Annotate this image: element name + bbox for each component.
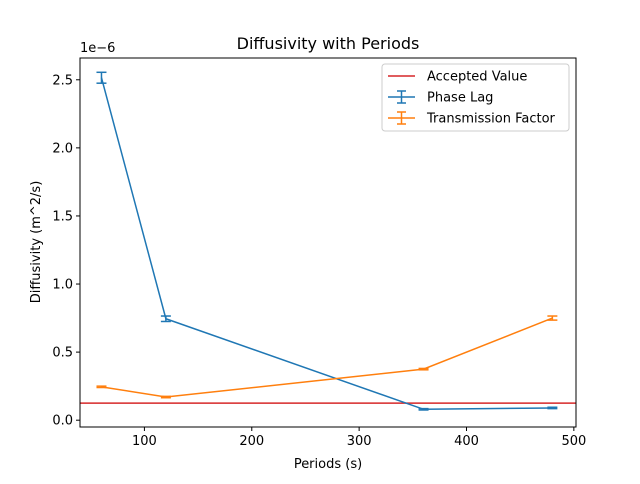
phase-lag-errorbar: [160, 315, 171, 323]
y-tick-label: 1.0: [52, 278, 73, 293]
x-tick-label: 500: [561, 434, 586, 449]
x-tick-label: 300: [347, 434, 372, 449]
transmission-factor-errorbar: [547, 315, 558, 321]
x-axis-label: Periods (s): [294, 457, 362, 472]
y-tick-label: 2.5: [52, 73, 73, 88]
plot-area: [80, 71, 576, 411]
series-transmission-factor: [96, 315, 558, 399]
legend-entry-phase-lag: Phase Lag: [388, 90, 493, 106]
x-axis-ticks: 100 200 300 400 500: [132, 427, 586, 449]
phase-lag-errorbar: [547, 406, 558, 410]
transmission-factor-errorbar: [96, 385, 107, 389]
y-tick-label: 2.0: [52, 141, 73, 156]
chart-title: Diffusivity with Periods: [237, 34, 420, 53]
legend-entry-transmission-factor: Transmission Factor: [388, 111, 556, 127]
legend-box: [381, 63, 570, 132]
legend-label: Transmission Factor: [426, 112, 556, 127]
legend-label: Accepted Value: [427, 70, 527, 85]
legend: Accepted Value Phase Lag Transmission Fact…: [381, 63, 570, 132]
legend-entry-accepted-value: Accepted Value: [388, 70, 527, 85]
phase-lag-errorbar: [96, 71, 107, 84]
phase-lag-errorbar: [418, 407, 429, 411]
x-tick-label: 200: [239, 434, 264, 449]
y-axis-ticks: 0.0 0.5 1.0 1.5 2.0 2.5: [52, 73, 80, 429]
y-tick-label: 1.5: [52, 209, 73, 224]
x-tick-label: 400: [454, 434, 479, 449]
phase-lag-line: [100, 77, 553, 411]
axes-frame: [79, 57, 577, 428]
transmission-factor-line: [101, 317, 553, 398]
y-tick-label: 0.5: [52, 346, 73, 361]
y-offset-label: 1e−6: [80, 41, 115, 56]
legend-label: Phase Lag: [427, 91, 493, 106]
x-tick-label: 100: [132, 434, 157, 449]
y-axis-label: Diffusivity (m^2/s): [29, 181, 44, 304]
transmission-factor-errorbar: [160, 395, 171, 399]
y-tick-label: 0.0: [52, 414, 73, 429]
series-phase-lag: [96, 71, 558, 411]
transmission-factor-errorbar: [418, 367, 429, 371]
